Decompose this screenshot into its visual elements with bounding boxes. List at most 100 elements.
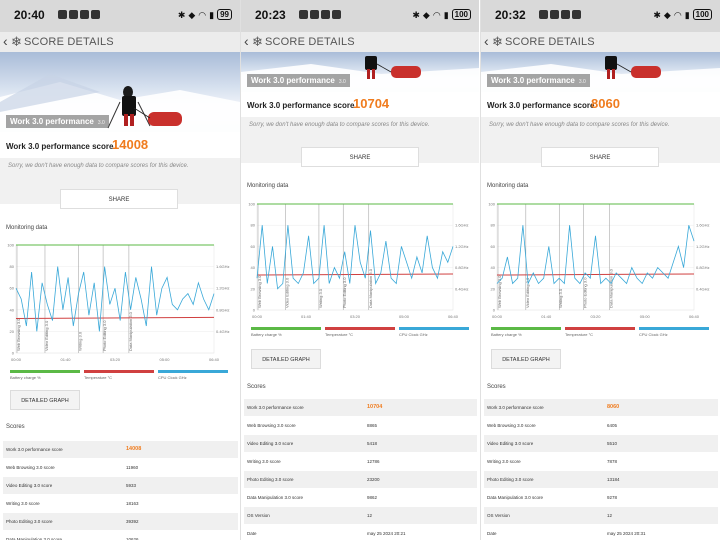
- hero-badge: 3.0: [97, 120, 105, 126]
- page-title: SCORE DETAILS: [265, 36, 355, 48]
- share-button[interactable]: SHARE: [60, 189, 178, 209]
- monitoring-chart: 100 80 60 40 20 0 1.6GHz 1.2GHz 0.8GHz 0.4GHz 00:0…: [248, 202, 468, 320]
- location-icon: ◆: [663, 9, 671, 20]
- score-row-label: Video Editing 3.0 score: [247, 441, 294, 446]
- score-row-label: Date: [487, 531, 497, 536]
- back-icon[interactable]: ‹: [484, 33, 489, 49]
- y-tick-label: 0: [253, 308, 256, 313]
- x-tick-label: 03:20: [110, 357, 121, 362]
- status-icons: ✱ ◆ ◠ ▮ 99: [178, 9, 232, 20]
- status-icons: ✱ ◆ ◠ ▮ 100: [653, 9, 712, 20]
- score-row-value: 8865: [367, 423, 378, 428]
- score-row-value: 23200: [367, 477, 380, 482]
- y-tick-label: 100: [488, 202, 495, 207]
- hero-label-text: Work 3.0 performance: [251, 76, 335, 85]
- score-row-label: Web Browsing 3.0 score: [6, 465, 55, 470]
- app-bar: ‹ ❄ SCORE DETAILS: [481, 32, 720, 52]
- score-row-label: Date: [247, 531, 257, 536]
- x-tick-label: 00:00: [252, 314, 263, 319]
- x-tick-label: 01:40: [60, 357, 71, 362]
- app-icon: [91, 10, 100, 19]
- hero-image: Work 3.0 performance 3.0: [241, 52, 479, 92]
- share-button[interactable]: SHARE: [301, 147, 419, 167]
- score-row-label: Writing 3.0 score: [6, 501, 40, 506]
- detailed-graph-button[interactable]: DETAILED GRAPH: [10, 390, 80, 410]
- score-row-label: Web Browsing 3.0 score: [487, 423, 536, 428]
- app-icon: [572, 10, 581, 19]
- x-tick-label: 03:20: [590, 314, 601, 319]
- bluetooth-icon: ✱: [177, 9, 186, 20]
- battery-icon: 100: [692, 9, 712, 20]
- status-icons: ✱ ◆ ◠ ▮ 100: [412, 9, 471, 20]
- signal-icon: ▮: [443, 9, 449, 20]
- score-row-value: 6405: [607, 423, 618, 428]
- y-tick-label: 100: [7, 243, 14, 248]
- status-time: 20:32: [495, 8, 526, 22]
- detailed-graph-button[interactable]: DETAILED GRAPH: [251, 349, 321, 369]
- y-right-tick-label: 1.6GHz: [216, 264, 230, 269]
- status-bar: 20:23 ✱ ◆ ◠ ▮ 100: [241, 0, 479, 32]
- score-value: 14008: [112, 137, 149, 152]
- battery-icon: 100: [451, 9, 471, 20]
- score-row-value: 9278: [607, 495, 618, 500]
- x-tick-label: 00:00: [492, 314, 503, 319]
- score-row-value: 14008: [126, 446, 142, 452]
- app-icon: [561, 10, 570, 19]
- score-row-value: 11960: [126, 465, 139, 470]
- app-icon: [539, 10, 548, 19]
- test-marker-label: Photo Editing 3.0: [102, 320, 107, 351]
- score-row-label: Photo Editing 3.0 score: [487, 477, 534, 482]
- battery-legend: Battery charge %: [10, 375, 41, 380]
- y-right-tick-label: 0.8GHz: [216, 307, 230, 312]
- detailed-graph-button[interactable]: DETAILED GRAPH: [491, 349, 561, 369]
- score-row-value: may 25 2024 20:31: [607, 531, 646, 536]
- score-row-value: 12: [607, 513, 613, 518]
- temperature-legend-bar: [325, 327, 395, 330]
- monitoring-chart: 100 80 60 40 20 0 1.6GHz 1.2GHz 0.8GHz 0.4GHz 00:0…: [7, 243, 230, 363]
- score-table-row: Data Manipulation 3.0 score 9862: [244, 489, 477, 506]
- score-row: Work 3.0 performance score 10704: [241, 93, 479, 117]
- score-table-row: Data Manipulation 3.0 score 9278: [484, 489, 718, 506]
- score-row: Work 3.0 performance score 14008: [0, 134, 240, 158]
- 3dmark-logo-icon: ❄: [492, 34, 503, 49]
- score-row-label: Data Manipulation 3.0 score: [6, 537, 63, 540]
- back-icon[interactable]: ‹: [3, 33, 8, 49]
- app-icon: [69, 10, 78, 19]
- 3dmark-logo-icon: ❄: [11, 34, 22, 49]
- battery-legend-bar: [491, 327, 561, 330]
- temperature-legend-bar: [565, 327, 635, 330]
- chart-plot-area: [15, 244, 215, 354]
- score-table-row: Web Browsing 3.0 score 11960: [3, 459, 238, 476]
- hero-image: Work 3.0 performance 3.0: [0, 52, 240, 132]
- app-icon: [58, 10, 67, 19]
- x-tick-label: 05:00: [399, 314, 410, 319]
- notification-icons: [299, 10, 341, 19]
- back-icon[interactable]: ‹: [244, 33, 249, 49]
- scores-title: Scores: [247, 384, 266, 390]
- cpu-legend-bar: [158, 370, 228, 373]
- temperature-line: [15, 316, 215, 319]
- battery-legend-bar: [10, 370, 80, 373]
- score-row-label: Photo Editing 3.0 score: [247, 477, 294, 482]
- temperature-line: [256, 273, 454, 276]
- battery-icon: 99: [217, 9, 232, 20]
- y-tick-label: 0: [493, 308, 496, 313]
- share-button[interactable]: SHARE: [541, 147, 659, 167]
- app-bar: ‹ ❄ SCORE DETAILS: [0, 32, 240, 52]
- x-tick-label: 01:40: [301, 314, 312, 319]
- score-table-row: Writing 3.0 score 18163: [3, 495, 238, 512]
- y-right-tick-label: 1.6GHz: [696, 223, 710, 228]
- test-marker-label: Writing 3.0: [318, 288, 323, 308]
- x-tick-label: 06:40: [209, 357, 220, 362]
- scores-title: Scores: [487, 384, 506, 390]
- score-row-label: Video Editing 3.0 score: [6, 483, 53, 488]
- y-tick-label: 20: [10, 329, 15, 334]
- cpu-clock-line: [256, 225, 454, 290]
- location-icon: ◆: [422, 9, 430, 20]
- test-marker-label: Web Browsing 3.0: [16, 318, 21, 351]
- cpu-legend-bar: [639, 327, 709, 330]
- score-row-label: Writing 3.0 score: [247, 459, 281, 464]
- battery-legend: Battery charge %: [491, 332, 522, 337]
- y-tick-label: 60: [491, 244, 496, 249]
- y-tick-label: 40: [10, 307, 15, 312]
